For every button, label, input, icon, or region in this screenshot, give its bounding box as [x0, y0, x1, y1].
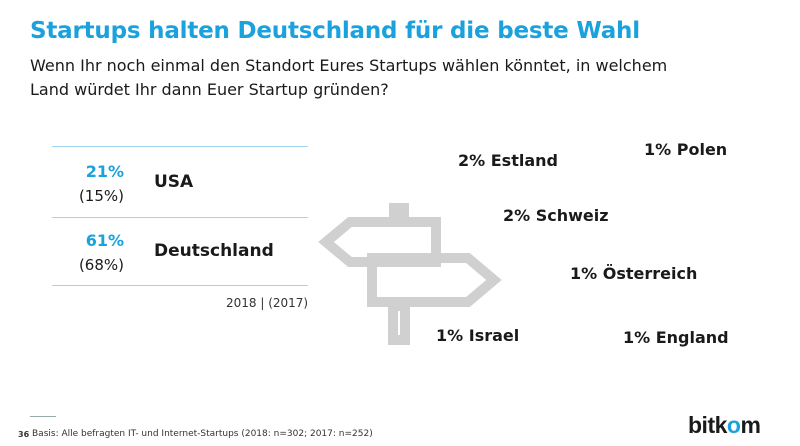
logo-part-1: bitk: [688, 412, 727, 438]
other-schweiz: 2% Schweiz: [503, 206, 609, 225]
other-oesterreich: 1% Österreich: [570, 264, 698, 283]
other-israel: 1% Israel: [436, 326, 520, 345]
logo-part-2: o: [726, 412, 741, 438]
deutschland-label: Deutschland: [154, 241, 274, 261]
table-rule-middle: [52, 217, 308, 218]
bitkom-logo: bitkom: [688, 412, 761, 439]
logo-part-3: m: [740, 412, 761, 438]
page-number: 36: [18, 430, 30, 439]
table-rule-bottom: [52, 285, 308, 286]
other-polen: 1% Polen: [644, 140, 728, 159]
basis-note: Basis: Alle befragten IT- und Internet-S…: [32, 429, 373, 439]
usa-pct-2017: (15%): [78, 187, 124, 205]
other-england: 1% England: [623, 328, 729, 347]
year-legend: 2018 | (2017): [226, 296, 309, 310]
deutschland-pct-2017: (68%): [78, 256, 124, 274]
other-estland: 2% Estland: [458, 151, 558, 170]
survey-question: Wenn Ihr noch einmal den Standort Eures …: [30, 56, 668, 99]
footer-divider: [30, 416, 56, 417]
usa-label: USA: [154, 172, 194, 192]
usa-pct-2018: 21%: [85, 162, 124, 181]
deutschland-pct-2018: 61%: [85, 231, 124, 250]
signpost-icon: [318, 203, 502, 345]
page-title: Startups halten Deutschland für die best…: [30, 18, 640, 44]
table-rule-top: [52, 146, 308, 147]
